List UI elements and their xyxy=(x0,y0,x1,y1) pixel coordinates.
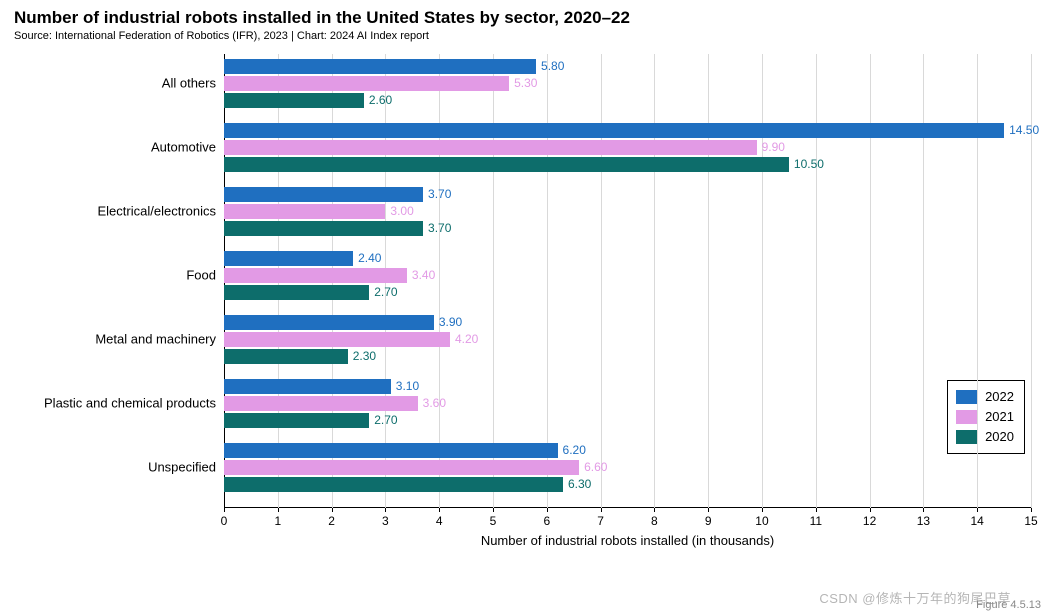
bar xyxy=(224,76,509,91)
bar xyxy=(224,268,407,283)
x-tick xyxy=(601,508,602,512)
x-tick xyxy=(385,508,386,512)
x-tick xyxy=(332,508,333,512)
bar xyxy=(224,332,450,347)
plot-area: Number of industrial robots installed (i… xyxy=(224,54,1031,508)
category-label: Metal and machinery xyxy=(95,332,224,347)
bar-value-label: 2.30 xyxy=(348,349,376,364)
bar xyxy=(224,251,353,266)
x-tick xyxy=(870,508,871,512)
x-tick-label: 5 xyxy=(490,514,497,528)
bar-value-label: 4.20 xyxy=(450,332,478,347)
bar xyxy=(224,93,364,108)
bar xyxy=(224,413,369,428)
category-group: Unspecified6.206.606.30 xyxy=(224,443,1031,492)
bar-value-label: 2.60 xyxy=(364,93,392,108)
x-tick xyxy=(923,508,924,512)
category-group: Metal and machinery3.904.202.30 xyxy=(224,315,1031,364)
x-tick-label: 12 xyxy=(863,514,876,528)
bar xyxy=(224,477,563,492)
bar xyxy=(224,285,369,300)
bar xyxy=(224,349,348,364)
x-axis-title: Number of industrial robots installed (i… xyxy=(481,533,774,548)
x-tick-label: 15 xyxy=(1024,514,1037,528)
bar xyxy=(224,204,385,219)
category-label: Automotive xyxy=(151,140,224,155)
category-group: Automotive14.509.9010.50 xyxy=(224,123,1031,172)
bar xyxy=(224,157,789,172)
category-group: Plastic and chemical products3.103.602.7… xyxy=(224,379,1031,428)
x-tick-label: 13 xyxy=(917,514,930,528)
category-label: Plastic and chemical products xyxy=(44,396,224,411)
bar-value-label: 6.20 xyxy=(558,443,586,458)
x-tick-label: 4 xyxy=(436,514,443,528)
x-axis-line xyxy=(224,507,1031,508)
x-tick-label: 0 xyxy=(221,514,228,528)
bar-value-label: 2.70 xyxy=(369,285,397,300)
bar xyxy=(224,187,423,202)
bar-value-label: 3.10 xyxy=(391,379,419,394)
bar-value-label: 2.70 xyxy=(369,413,397,428)
bar xyxy=(224,460,579,475)
bar xyxy=(224,379,391,394)
category-group: Food2.403.402.70 xyxy=(224,251,1031,300)
x-tick xyxy=(762,508,763,512)
bar-value-label: 10.50 xyxy=(789,157,824,172)
x-tick xyxy=(654,508,655,512)
x-tick-label: 6 xyxy=(543,514,550,528)
x-tick xyxy=(708,508,709,512)
bar-value-label: 6.30 xyxy=(563,477,591,492)
bar-value-label: 3.70 xyxy=(423,221,451,236)
bar-value-label: 5.30 xyxy=(509,76,537,91)
bar-value-label: 5.80 xyxy=(536,59,564,74)
bar-value-label: 14.50 xyxy=(1004,123,1039,138)
x-tick xyxy=(816,508,817,512)
x-tick xyxy=(977,508,978,512)
category-label: All others xyxy=(162,76,224,91)
x-tick xyxy=(1031,508,1032,512)
bar-value-label: 3.40 xyxy=(407,268,435,283)
category-label: Food xyxy=(186,268,224,283)
chart-title: Number of industrial robots installed in… xyxy=(14,8,1041,28)
x-tick xyxy=(278,508,279,512)
bar-value-label: 2.40 xyxy=(353,251,381,266)
bar-value-label: 3.60 xyxy=(418,396,446,411)
x-tick-label: 3 xyxy=(382,514,389,528)
figure-label: Figure 4.5.13 xyxy=(976,599,1041,611)
category-label: Unspecified xyxy=(148,460,224,475)
x-tick-label: 8 xyxy=(651,514,658,528)
x-tick-label: 1 xyxy=(274,514,281,528)
x-tick-label: 7 xyxy=(597,514,604,528)
x-tick xyxy=(493,508,494,512)
x-tick-label: 11 xyxy=(810,514,822,528)
x-tick xyxy=(547,508,548,512)
bar-value-label: 3.90 xyxy=(434,315,462,330)
bar xyxy=(224,140,757,155)
category-label: Electrical/electronics xyxy=(98,204,225,219)
x-tick-label: 2 xyxy=(328,514,335,528)
x-tick-label: 10 xyxy=(755,514,768,528)
x-tick-label: 14 xyxy=(971,514,984,528)
chart-subtitle: Source: International Federation of Robo… xyxy=(14,30,1041,42)
bar xyxy=(224,221,423,236)
category-group: All others5.805.302.60 xyxy=(224,59,1031,108)
bar-value-label: 3.00 xyxy=(385,204,413,219)
bar xyxy=(224,443,558,458)
x-tick xyxy=(224,508,225,512)
chart-container: Number of industrial robots installed (i… xyxy=(14,48,1041,553)
category-group: Electrical/electronics3.703.003.70 xyxy=(224,187,1031,236)
bar xyxy=(224,123,1004,138)
bar-value-label: 3.70 xyxy=(423,187,451,202)
bar-value-label: 6.60 xyxy=(579,460,607,475)
x-tick-label: 9 xyxy=(705,514,712,528)
bar xyxy=(224,315,434,330)
bar xyxy=(224,59,536,74)
bar-value-label: 9.90 xyxy=(757,140,785,155)
x-tick xyxy=(439,508,440,512)
bar xyxy=(224,396,418,411)
